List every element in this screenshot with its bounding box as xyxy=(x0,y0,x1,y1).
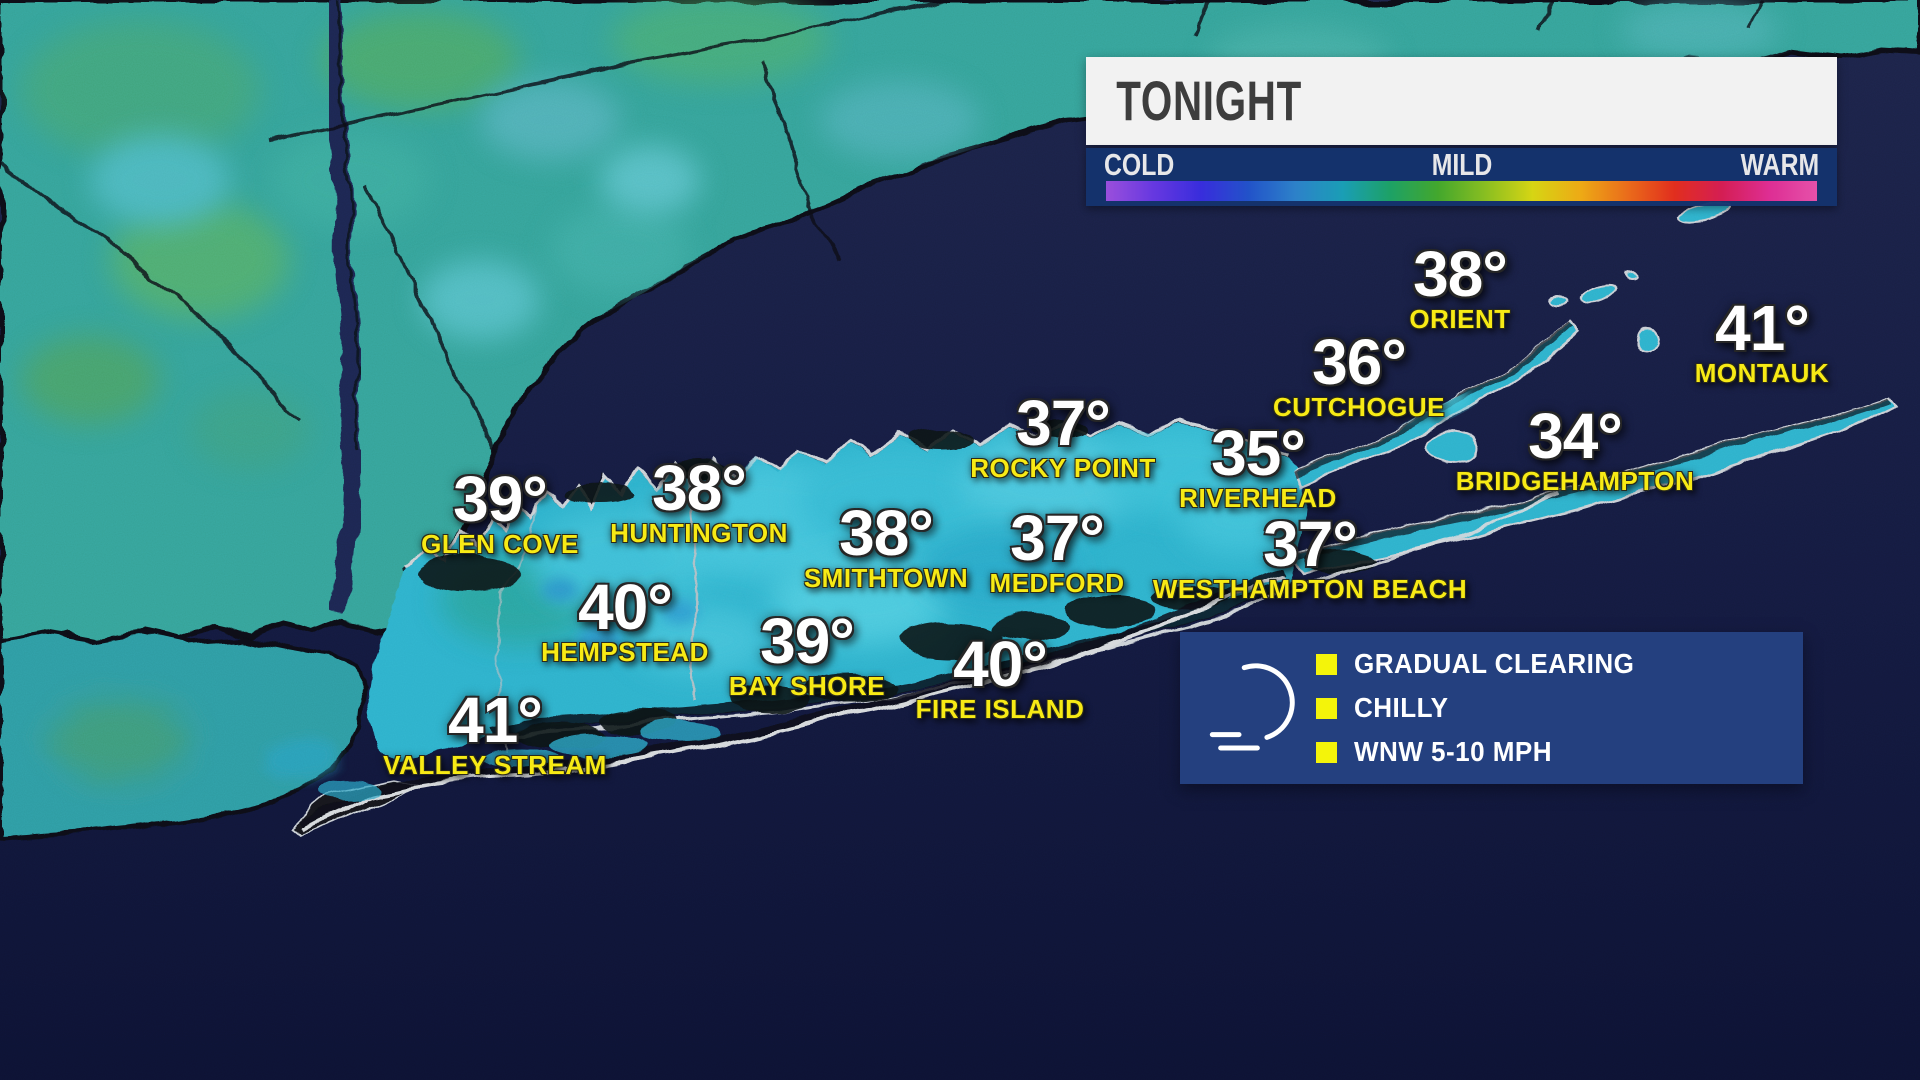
station-town: MONTAUK xyxy=(1694,358,1830,388)
station-label: 38° ORIENT xyxy=(1409,238,1511,335)
station-town: ROCKY POINT xyxy=(970,453,1156,483)
station-town: BRIDGEHAMPTON xyxy=(1455,466,1695,496)
bullet-square-icon xyxy=(1316,653,1337,675)
station-temp: 37° xyxy=(1010,502,1105,574)
station-temp: 34° xyxy=(1528,400,1623,472)
station-temp: 41° xyxy=(1715,292,1810,364)
station-temp: 40° xyxy=(578,571,673,643)
station-label: 35° RIVERHEAD xyxy=(1179,417,1337,514)
condition-text: GRADUAL CLEARING xyxy=(1354,648,1635,679)
station-label: 37° MEDFORD xyxy=(989,502,1125,599)
station-temp: 37° xyxy=(1263,508,1358,580)
condition-text: CHILLY xyxy=(1354,692,1449,723)
station-label: 38° HUNTINGTON xyxy=(610,452,788,549)
temperature-scale: COLD MILD WARM xyxy=(1086,148,1837,206)
temperature-gradient-bar xyxy=(1106,181,1817,201)
station-label: 37° ROCKY POINT xyxy=(970,387,1156,484)
station-town: GLEN COVE xyxy=(421,529,579,559)
conditions-list: GRADUAL CLEARING CHILLY WNW 5-10 MPH xyxy=(1316,642,1793,774)
station-temp: 39° xyxy=(760,605,855,677)
station-town: BAY SHORE xyxy=(728,671,886,701)
station-temp: 35° xyxy=(1211,417,1306,489)
station-label: 34° BRIDGEHAMPTON xyxy=(1455,400,1695,497)
station-label: 39° BAY SHORE xyxy=(728,605,886,702)
station-temp: 38° xyxy=(652,452,747,524)
station-label: 41° MONTAUK xyxy=(1694,292,1830,389)
station-temp: 41° xyxy=(448,684,543,756)
header-title-box: TONIGHT xyxy=(1086,57,1837,145)
station-label: 40° FIRE ISLAND xyxy=(915,628,1085,725)
station-town: RIVERHEAD xyxy=(1179,483,1337,513)
scale-label-mild: MILD xyxy=(1431,147,1492,182)
station-temp: 40° xyxy=(953,628,1048,700)
station-town: SMITHTOWN xyxy=(803,563,969,593)
station-town: ORIENT xyxy=(1409,304,1511,334)
station-town: HUNTINGTON xyxy=(610,518,788,548)
page-title: TONIGHT xyxy=(1116,69,1302,132)
station-label: 37° WESTHAMPTON BEACH xyxy=(1152,508,1468,605)
condition-item: CHILLY xyxy=(1316,692,1793,724)
station-town: VALLEY STREAM xyxy=(383,750,607,780)
station-town: HEMPSTEAD xyxy=(541,637,709,667)
station-town: FIRE ISLAND xyxy=(915,694,1085,724)
condition-item: WNW 5-10 MPH xyxy=(1316,736,1793,768)
station-temp: 39° xyxy=(453,463,548,535)
station-temp: 37° xyxy=(1016,387,1111,459)
conditions-panel: GRADUAL CLEARING CHILLY WNW 5-10 MPH xyxy=(1180,632,1803,784)
station-label: 38° SMITHTOWN xyxy=(803,497,969,594)
station-temp: 38° xyxy=(839,497,934,569)
bullet-square-icon xyxy=(1316,741,1337,763)
station-label: 40° HEMPSTEAD xyxy=(541,571,709,668)
station-temp: 38° xyxy=(1413,238,1508,310)
station-town: CUTCHOGUE xyxy=(1272,392,1446,422)
station-town: WESTHAMPTON BEACH xyxy=(1152,574,1468,604)
station-label: 41° VALLEY STREAM xyxy=(383,684,607,781)
bullet-square-icon xyxy=(1316,697,1337,719)
crescent-moon-icon xyxy=(1204,654,1304,762)
station-label: 39° GLEN COVE xyxy=(421,463,579,560)
station-temp: 36° xyxy=(1312,326,1407,398)
condition-text: WNW 5-10 MPH xyxy=(1354,736,1553,767)
scale-label-warm: WARM xyxy=(1740,147,1819,182)
station-town: MEDFORD xyxy=(989,568,1125,598)
condition-item: GRADUAL CLEARING xyxy=(1316,648,1793,680)
station-label: 36° CUTCHOGUE xyxy=(1272,326,1446,423)
scale-label-cold: COLD xyxy=(1104,147,1175,182)
